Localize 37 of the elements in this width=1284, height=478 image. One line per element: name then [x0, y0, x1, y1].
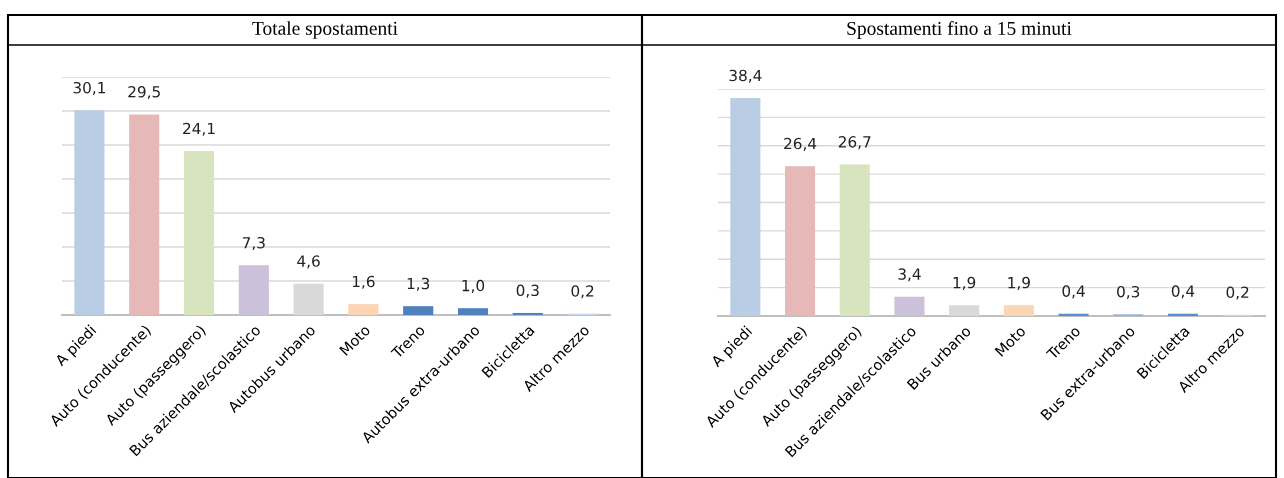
bar — [894, 296, 925, 316]
data-label: 0,4 — [1171, 285, 1195, 299]
bar — [839, 164, 870, 316]
data-label: 0,2 — [1226, 286, 1249, 300]
bar — [238, 265, 269, 315]
data-label: 7,3 — [242, 236, 265, 251]
data-label: 26,7 — [838, 136, 871, 150]
bar — [129, 114, 160, 315]
bar — [730, 98, 761, 316]
data-label: 0,3 — [1117, 285, 1140, 300]
chart-title: Spostamenti fino a 15 minuti — [847, 21, 1072, 39]
chart-title: Totale spostamenti — [252, 21, 398, 39]
data-label: 24,1 — [183, 122, 215, 136]
data-label: 26,4 — [784, 137, 817, 151]
data-label: 29,5 — [128, 85, 160, 100]
data-label: 1,0 — [462, 279, 485, 293]
bar — [1003, 305, 1034, 316]
bar — [74, 110, 105, 315]
bar — [348, 304, 379, 315]
bar — [293, 283, 324, 315]
bar — [512, 312, 543, 315]
bar — [949, 305, 980, 316]
data-label: 1,3 — [407, 277, 430, 291]
data-label: 1,9 — [953, 276, 976, 290]
data-label: 4,6 — [297, 255, 320, 269]
data-label: 0,3 — [516, 284, 539, 298]
bar — [457, 308, 489, 315]
data-label: 30,1 — [73, 81, 105, 96]
bar — [183, 151, 215, 315]
data-label: 0,4 — [1062, 285, 1085, 299]
bar — [403, 306, 434, 315]
bar — [785, 166, 816, 316]
data-label: 3,4 — [898, 268, 921, 282]
data-label: 1,6 — [352, 275, 375, 289]
data-label: 38,4 — [729, 69, 762, 83]
data-label: 0,2 — [571, 285, 594, 299]
data-label: 1,9 — [1008, 276, 1030, 290]
